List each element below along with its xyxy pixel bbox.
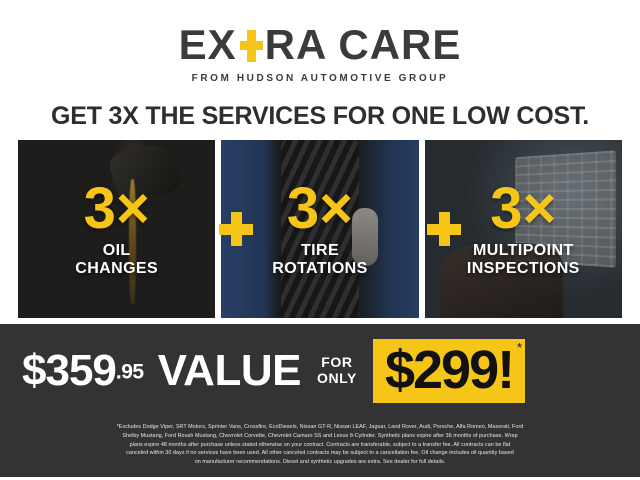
brand-tagline: FROM HUDSON AUTOMOTIVE GROUP <box>191 73 449 84</box>
photo-overlay <box>18 140 216 318</box>
disclaimer-line: *Excludes Dodge Viper, SRT Motors, Sprin… <box>116 424 524 430</box>
glove-shape <box>351 207 378 266</box>
tire-tread-shape <box>280 140 360 318</box>
panel-label: MULTIPOINT INSPECTIONS <box>467 242 580 277</box>
sale-price: $299! <box>384 339 515 400</box>
for-only-label: FOR ONLY <box>317 355 357 385</box>
disclaimer-line: plans expire 48 months after purchase un… <box>129 441 511 448</box>
service-panel-multipoint-inspections: 3× MULTIPOINT INSPECTIONS <box>424 140 622 318</box>
only-label: ONLY <box>316 369 357 386</box>
for-label: FOR <box>321 354 353 371</box>
value-word: VALUE <box>157 345 302 395</box>
photo-overlay <box>221 140 419 318</box>
hands-shape <box>440 243 563 318</box>
disclaimer-line: canceled within 30 days if no services h… <box>126 450 514 457</box>
multiplier-badge: 3× <box>83 176 150 242</box>
panel-label-line2: INSPECTIONS <box>466 259 580 277</box>
panel-label-line2: CHANGES <box>75 259 159 277</box>
header: EX RA CARE FROM HUDSON AUTOMOTIVE GROUP … <box>0 0 640 140</box>
value-price: $359.95 <box>22 345 144 395</box>
logo-text-part1: EX <box>178 21 237 68</box>
asterisk-marker: * <box>517 339 523 355</box>
panel-label-line1: OIL <box>102 242 131 260</box>
panel-label: OIL CHANGES <box>75 242 158 277</box>
plus-icon <box>427 212 461 246</box>
panel-label-line1: MULTIPOINT <box>473 242 574 260</box>
plus-icon <box>238 28 264 62</box>
service-panels: 3× OIL CHANGES 3× TIRE ROTATIONS <box>18 140 622 318</box>
tire-mechanic-photo <box>221 140 419 318</box>
panel-content: 3× OIL CHANGES <box>18 140 215 318</box>
service-panel-oil-changes: 3× OIL CHANGES <box>18 140 216 318</box>
panel-content: 3× TIRE ROTATIONS <box>221 140 418 318</box>
value-amount: $359 <box>22 345 117 395</box>
service-panel-tire-rotations: 3× TIRE ROTATIONS <box>221 140 419 318</box>
plus-icon <box>219 212 253 246</box>
panel-content: 3× MULTIPOINT INSPECTIONS <box>425 140 622 318</box>
disclaimer-line: Shelby Mustang, Ford Roush Mustang, Chev… <box>122 432 518 439</box>
panel-label-line1: TIRE <box>300 242 340 260</box>
logo-text-part2: RA CARE <box>264 21 462 68</box>
value-cents: .95 <box>115 360 144 384</box>
brand-logo: EX RA CARE <box>179 24 462 66</box>
page-headline: GET 3X THE SERVICES FOR ONE LOW COST. <box>50 102 590 130</box>
multiplier-badge: 3× <box>286 176 354 242</box>
panel-label-line2: ROTATIONS <box>272 259 368 277</box>
disclaimer-block: *Excludes Dodge Viper, SRT Motors, Sprin… <box>0 417 640 477</box>
oil-pour-photo <box>18 140 216 318</box>
sale-price-box: $299! * <box>372 338 526 403</box>
panel-label: TIRE ROTATIONS <box>272 242 367 277</box>
disclaimer-line: on manufacturer recommendations. Diesel … <box>194 459 446 465</box>
multiplier-badge: 3× <box>490 176 557 242</box>
oil-stream-shape <box>128 179 136 304</box>
pricing-banner: $359.95 VALUE FOR ONLY $299! * <box>0 324 640 417</box>
